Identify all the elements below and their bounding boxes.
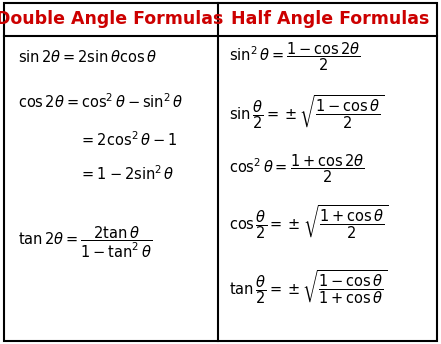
FancyBboxPatch shape <box>4 3 437 341</box>
Text: $\cos^2 \theta = \dfrac{1 + \cos 2\theta}{2}$: $\cos^2 \theta = \dfrac{1 + \cos 2\theta… <box>229 152 365 185</box>
Text: $\tan 2\theta = \dfrac{2\tan \theta}{1 - \tan^2 \theta}$: $\tan 2\theta = \dfrac{2\tan \theta}{1 -… <box>18 225 152 260</box>
Text: $\cos 2\theta = \cos^2 \theta - \sin^2 \theta$: $\cos 2\theta = \cos^2 \theta - \sin^2 \… <box>18 92 183 111</box>
Text: $= 2\cos^2 \theta - 1$: $= 2\cos^2 \theta - 1$ <box>79 130 178 149</box>
Text: $= 1 - 2\sin^2 \theta$: $= 1 - 2\sin^2 \theta$ <box>79 164 175 183</box>
Text: $\sin^2 \theta = \dfrac{1 - \cos 2\theta}{2}$: $\sin^2 \theta = \dfrac{1 - \cos 2\theta… <box>229 41 361 73</box>
Text: Half Angle Formulas: Half Angle Formulas <box>231 10 429 28</box>
Text: $\sin \dfrac{\theta}{2} = \pm\sqrt{\dfrac{1 - \cos \theta}{2}}$: $\sin \dfrac{\theta}{2} = \pm\sqrt{\dfra… <box>229 93 385 131</box>
Text: $\sin 2\theta = 2\sin \theta \cos \theta$: $\sin 2\theta = 2\sin \theta \cos \theta… <box>18 49 157 65</box>
Text: $\tan \dfrac{\theta}{2} = \pm\sqrt{\dfrac{1 - \cos \theta}{1 + \cos \theta}}$: $\tan \dfrac{\theta}{2} = \pm\sqrt{\dfra… <box>229 268 388 306</box>
Text: $\cos \dfrac{\theta}{2} = \pm\sqrt{\dfrac{1 + \cos \theta}{2}}$: $\cos \dfrac{\theta}{2} = \pm\sqrt{\dfra… <box>229 203 389 241</box>
Text: Double Angle Formulas: Double Angle Formulas <box>0 10 223 28</box>
